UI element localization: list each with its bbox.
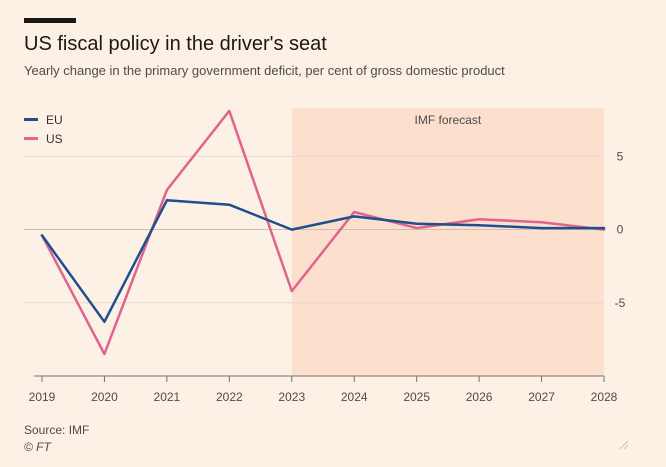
forecast-band	[291, 108, 604, 376]
legend-label-eu: EU	[46, 112, 63, 127]
x-tick-label: 2026	[466, 390, 493, 404]
x-tick-label: 2024	[341, 390, 368, 404]
x-tick-label: 2028	[591, 390, 618, 404]
x-tick-label: 2025	[403, 390, 430, 404]
copyright-note: © FT	[24, 440, 51, 454]
series-line-eu	[40, 199, 606, 324]
x-tick-label: 2021	[154, 390, 181, 404]
resize-handle-icon[interactable]	[618, 439, 628, 449]
y-tick-label: 0	[617, 223, 624, 237]
legend-swatch-eu	[24, 118, 38, 121]
y-tick-label: -5	[615, 296, 626, 310]
legend: EU US	[24, 110, 63, 148]
legend-swatch-us	[24, 137, 38, 140]
legend-item-us: US	[24, 129, 63, 148]
series-line-us	[40, 109, 606, 356]
x-tick-label: 2019	[29, 390, 56, 404]
legend-label-us: US	[46, 131, 63, 146]
x-tick-label: 2022	[216, 390, 243, 404]
y-tick-label: 5	[617, 149, 624, 163]
chart-subtitle: Yearly change in the primary government …	[24, 63, 505, 78]
x-tick-label: 2027	[528, 390, 555, 404]
source-note: Source: IMF	[24, 423, 90, 437]
x-tick-label: 2020	[91, 390, 118, 404]
header-rule	[24, 18, 76, 23]
legend-item-eu: EU	[24, 110, 63, 129]
x-tick-label: 2023	[278, 390, 305, 404]
chart-title: US fiscal policy in the driver's seat	[24, 33, 327, 55]
forecast-band-label: IMF forecast	[415, 113, 482, 127]
